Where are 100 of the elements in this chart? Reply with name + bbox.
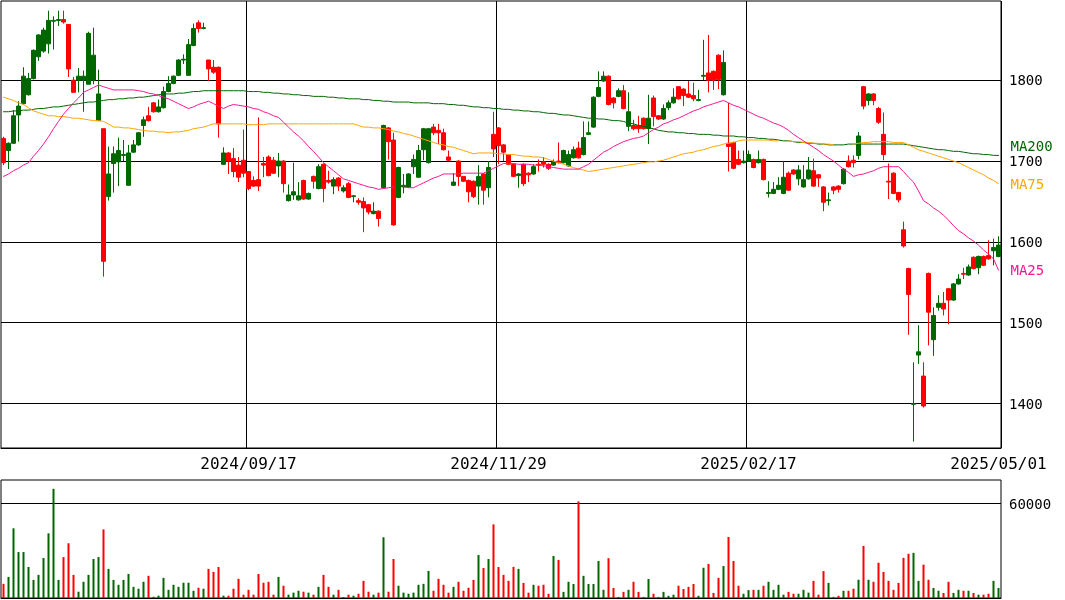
bar: [172, 584, 175, 598]
bar: [872, 581, 875, 598]
candlestick: [696, 89, 701, 102]
candlestick: [306, 192, 311, 201]
y-tick-label: 60000: [1009, 495, 1052, 512]
bar: [727, 536, 730, 598]
bar: [197, 587, 200, 598]
bar: [707, 563, 710, 598]
bar: [392, 558, 395, 598]
bar: [692, 584, 695, 598]
candlestick: [946, 287, 951, 325]
candlestick: [616, 87, 621, 98]
bar: [547, 593, 550, 598]
bar: [202, 588, 205, 598]
candlestick: [596, 70, 601, 98]
candlestick: [861, 85, 866, 110]
bar: [217, 567, 220, 598]
bar: [377, 592, 380, 598]
bar: [237, 578, 240, 598]
bar: [457, 581, 460, 598]
candlestick: [721, 49, 726, 97]
candlestick: [701, 39, 706, 81]
candlestick: [141, 116, 146, 138]
candlestick: [446, 150, 451, 162]
bar: [767, 581, 770, 598]
bar: [897, 582, 900, 598]
bar: [837, 595, 840, 598]
bar: [97, 557, 100, 598]
bar: [182, 582, 185, 598]
bar: [967, 590, 970, 598]
series-label: MA25: [1010, 262, 1045, 279]
y-tick-label: 1600: [1009, 233, 1043, 250]
candlestick: [551, 158, 556, 167]
bar: [12, 528, 15, 598]
bar: [787, 591, 790, 598]
bar: [667, 595, 670, 598]
bar: [847, 590, 850, 598]
candlestick: [576, 141, 581, 160]
y-tick-label: 1500: [1009, 314, 1043, 331]
bar: [582, 575, 585, 598]
bar: [517, 568, 520, 598]
bar: [857, 579, 860, 598]
bar: [902, 557, 905, 598]
bar: [772, 589, 775, 598]
bar: [437, 578, 440, 598]
candlestick: [901, 221, 906, 249]
bar: [17, 552, 20, 598]
bar: [292, 592, 295, 598]
bar: [337, 589, 340, 598]
candlestick: [601, 70, 606, 83]
candlestick: [381, 124, 386, 190]
bar: [687, 586, 690, 598]
candlestick: [346, 181, 351, 199]
candlestick: [921, 361, 926, 409]
bar: [402, 592, 405, 598]
bar: [82, 581, 85, 598]
candlestick: [821, 185, 826, 212]
bar: [367, 591, 370, 598]
bar: [932, 587, 935, 598]
bar: [717, 577, 720, 598]
candlestick: [806, 156, 811, 181]
bar: [432, 590, 435, 598]
bar: [722, 566, 725, 598]
bar: [7, 576, 10, 598]
candlestick: [916, 324, 921, 365]
bar: [282, 585, 285, 598]
bar: [997, 587, 1000, 598]
series-label: MA200: [1010, 138, 1053, 155]
candlestick: [331, 176, 336, 195]
candlestick: [966, 264, 971, 277]
candlestick: [936, 294, 941, 312]
bar: [957, 589, 960, 598]
bar: [842, 590, 845, 598]
bar: [602, 589, 605, 598]
bar: [912, 552, 915, 598]
candlestick: [621, 84, 626, 110]
bar: [562, 591, 565, 598]
bar: [572, 584, 575, 598]
candlestick: [516, 172, 521, 189]
candlestick: [646, 94, 651, 145]
bar: [122, 579, 125, 598]
bar: [822, 571, 825, 598]
bar: [357, 593, 360, 598]
bar: [472, 579, 475, 598]
series-label: MA75: [1010, 175, 1045, 192]
bar: [622, 591, 625, 598]
bar: [192, 590, 195, 598]
bar: [812, 580, 815, 598]
bar: [542, 584, 545, 598]
bar: [2, 583, 5, 598]
bar: [207, 568, 210, 598]
bar: [462, 590, 465, 598]
bar: [627, 589, 630, 598]
bar: [442, 584, 445, 598]
bar: [827, 582, 830, 598]
candlestick: [351, 194, 356, 203]
candlestick: [531, 163, 536, 176]
bar: [557, 559, 560, 598]
candlestick: [931, 306, 936, 357]
bar: [947, 581, 950, 598]
